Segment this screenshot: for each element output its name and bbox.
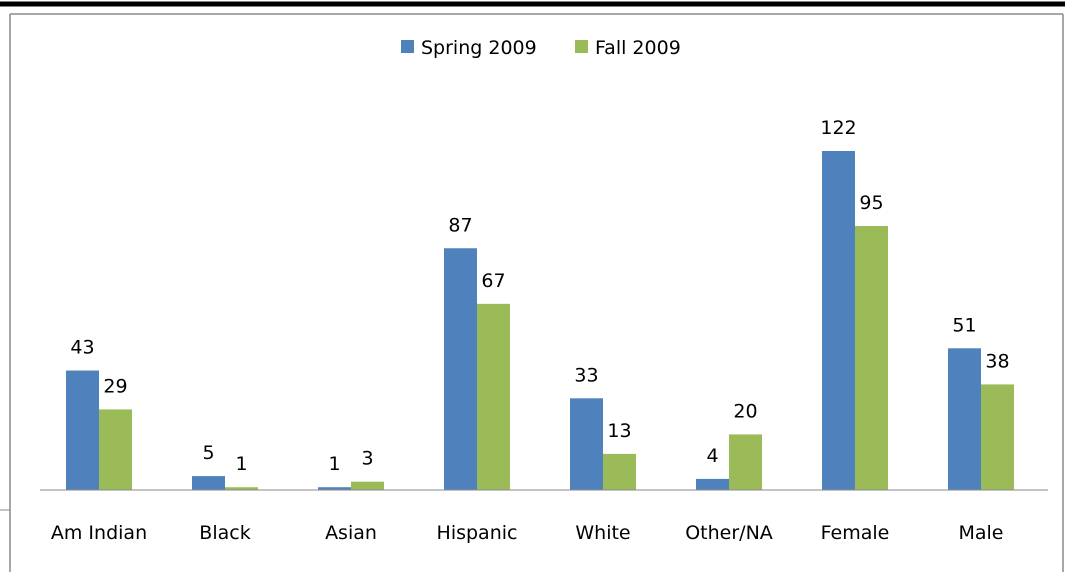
bar-fall-2009-am-indian bbox=[99, 409, 132, 490]
data-label-fall-2009-other-na: 20 bbox=[733, 400, 757, 422]
bar-spring-2009-male bbox=[948, 348, 981, 490]
legend-swatch-fall-2009 bbox=[575, 40, 588, 53]
data-label-fall-2009-hispanic: 67 bbox=[481, 270, 505, 292]
category-label-male: Male bbox=[958, 522, 1003, 544]
data-label-spring-2009-white: 33 bbox=[574, 364, 598, 386]
category-label-white: White bbox=[575, 522, 630, 544]
data-label-fall-2009-female: 95 bbox=[859, 192, 883, 214]
bar-spring-2009-am-indian bbox=[66, 370, 99, 490]
bar-spring-2009-white bbox=[570, 398, 603, 490]
legend-label-spring-2009: Spring 2009 bbox=[421, 37, 537, 59]
legend-label-fall-2009: Fall 2009 bbox=[595, 37, 681, 59]
category-label-female: Female bbox=[821, 522, 890, 544]
data-label-fall-2009-am-indian: 29 bbox=[103, 375, 127, 397]
category-label-asian: Asian bbox=[325, 522, 377, 544]
legend: Spring 2009 Fall 2009 bbox=[401, 37, 681, 59]
bars-group bbox=[66, 151, 1014, 490]
data-label-spring-2009-other-na: 4 bbox=[706, 445, 718, 467]
bar-fall-2009-white bbox=[603, 453, 636, 490]
bar-fall-2009-black bbox=[225, 487, 258, 490]
bar-spring-2009-asian bbox=[318, 487, 351, 490]
data-label-fall-2009-asian: 3 bbox=[361, 448, 373, 470]
bar-fall-2009-male bbox=[981, 384, 1014, 490]
data-label-spring-2009-female: 122 bbox=[820, 117, 856, 139]
category-label-black: Black bbox=[199, 522, 250, 544]
bar-fall-2009-female bbox=[855, 226, 888, 490]
bar-spring-2009-other-na bbox=[696, 478, 729, 490]
bar-spring-2009-hispanic bbox=[444, 248, 477, 490]
data-label-fall-2009-male: 38 bbox=[985, 350, 1009, 372]
category-label-hispanic: Hispanic bbox=[437, 522, 518, 544]
data-label-spring-2009-male: 51 bbox=[952, 314, 976, 336]
data-label-spring-2009-asian: 1 bbox=[328, 453, 340, 475]
category-labels-group: Am Indian Black Asian Hispanic White Other/NA… bbox=[51, 522, 1004, 544]
bar-fall-2009-other-na bbox=[729, 434, 762, 490]
data-label-spring-2009-hispanic: 87 bbox=[448, 214, 472, 236]
legend-swatch-spring-2009 bbox=[401, 40, 414, 53]
data-label-fall-2009-black: 1 bbox=[235, 453, 247, 475]
category-label-other-na: Other/NA bbox=[685, 522, 773, 544]
data-label-fall-2009-white: 13 bbox=[607, 420, 631, 442]
category-label-am-indian: Am Indian bbox=[51, 522, 147, 544]
data-label-spring-2009-am-indian: 43 bbox=[70, 337, 94, 359]
bar-spring-2009-female bbox=[822, 151, 855, 490]
bar-fall-2009-asian bbox=[351, 481, 384, 490]
data-label-spring-2009-black: 5 bbox=[202, 442, 214, 464]
bar-spring-2009-black bbox=[192, 476, 225, 490]
bar-fall-2009-hispanic bbox=[477, 303, 510, 490]
